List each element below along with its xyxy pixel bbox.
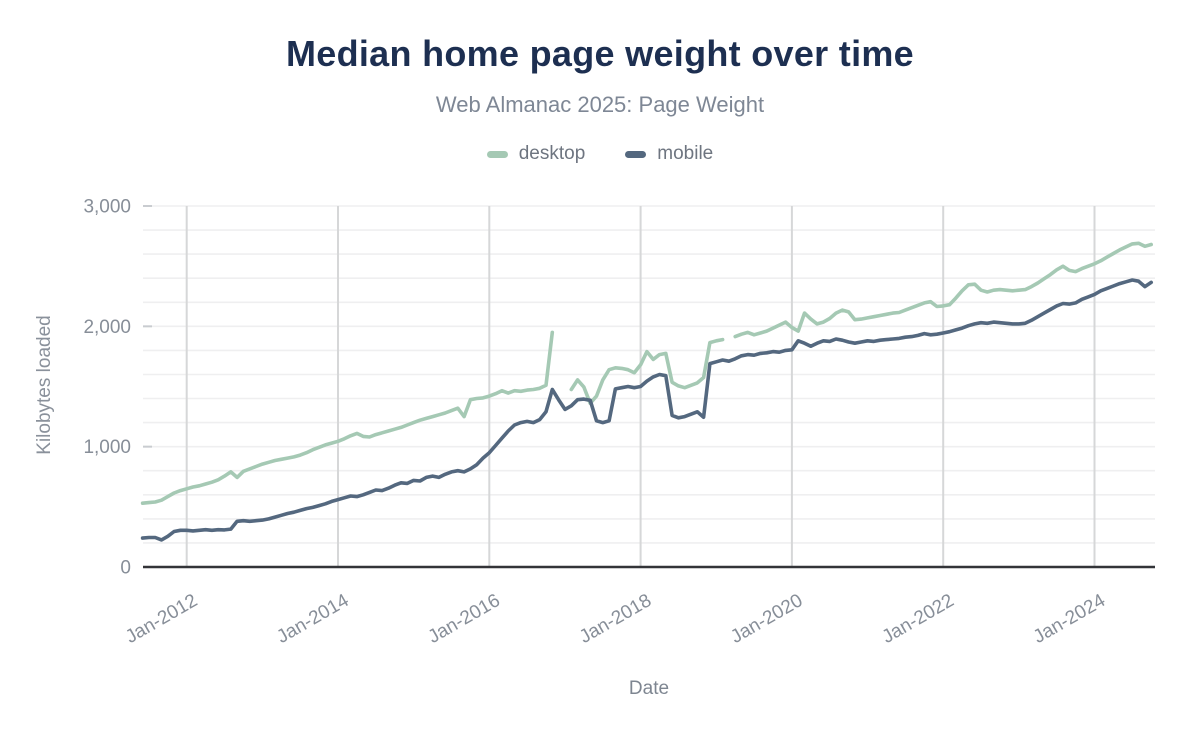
legend-item-mobile[interactable]: mobile — [625, 143, 713, 165]
y-tick-label: 3,000 — [83, 197, 131, 218]
mobile-series-line[interactable] — [140, 278, 1153, 542]
x-axis-title: Date — [628, 678, 670, 699]
y-axis-title: Kilobytes loaded — [34, 315, 55, 455]
x-tick-label: Jan-2018 — [576, 590, 655, 648]
y-tick-label: 0 — [120, 558, 131, 579]
x-tick-label: Jan-2024 — [1030, 590, 1109, 648]
x-tick-label: Jan-2022 — [879, 590, 958, 648]
desktop-series-swatch — [486, 150, 508, 158]
desktop-series-line[interactable] — [140, 241, 1153, 505]
chart-title: Median home page weight over time — [285, 33, 915, 74]
x-tick-label: Jan-2014 — [273, 590, 352, 648]
y-tick-label: 2,000 — [83, 317, 131, 338]
chart-subtitle: Web Almanac 2025: Page Weight — [435, 92, 765, 117]
x-tick-label: Jan-2012 — [122, 590, 201, 648]
legend-item-desktop[interactable]: desktop — [486, 143, 586, 165]
mobile-series-swatch — [625, 150, 647, 158]
x-tick-label: Jan-2020 — [727, 590, 806, 648]
x-tick-label: Jan-2016 — [425, 590, 504, 648]
y-tick-label: 1,000 — [83, 437, 131, 458]
legend-label-desktop: desktop — [518, 143, 586, 164]
legend-label-mobile: mobile — [657, 143, 714, 164]
legend: desktop mobile — [0, 143, 1200, 165]
